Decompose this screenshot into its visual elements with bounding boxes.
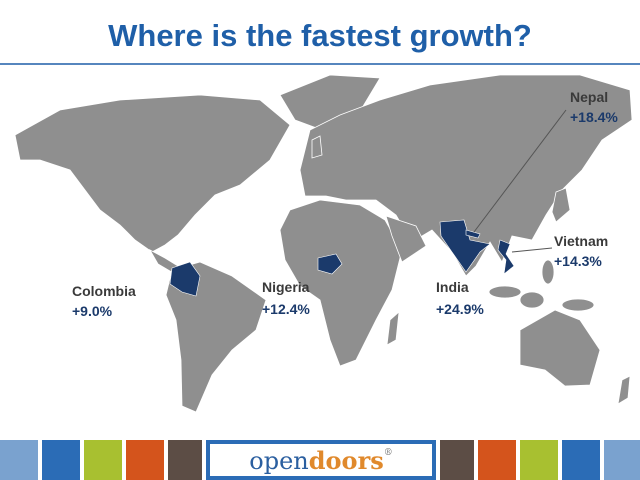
growth-value: +14.3% — [554, 253, 602, 269]
uk — [311, 135, 323, 159]
vietnam — [497, 239, 515, 275]
globe-tile — [604, 440, 640, 480]
color-tile — [168, 440, 202, 480]
south-america — [165, 261, 267, 413]
country-name: Colombia — [72, 283, 136, 299]
north-america — [14, 94, 291, 253]
color-tile — [520, 440, 558, 480]
nigeria — [317, 253, 343, 275]
borneo — [519, 291, 545, 309]
leader-line — [511, 247, 553, 253]
growth-value: +12.4% — [262, 301, 310, 317]
footer-strip: opendoors® — [0, 440, 640, 480]
slide-title: Where is the fastest growth? — [108, 18, 532, 53]
logo-panel — [210, 444, 432, 476]
arabia — [385, 215, 427, 263]
madagascar — [386, 311, 400, 346]
country-name: Vietnam — [554, 233, 608, 249]
sumatra — [488, 285, 522, 299]
eurasia — [299, 74, 633, 277]
africa — [279, 199, 403, 367]
nepal — [465, 229, 481, 239]
logo-doors: doors — [309, 446, 384, 475]
logo-open: open — [249, 447, 308, 475]
color-tile — [126, 440, 164, 480]
country-labels: Nepal +18.4% Vietnam +14.3% Colombia +9.… — [72, 89, 618, 319]
logo: opendoors® — [249, 446, 392, 475]
new-zealand — [617, 375, 631, 405]
color-tile — [478, 440, 516, 480]
color-tile — [562, 440, 600, 480]
country-name: Nigeria — [262, 279, 310, 295]
color-tile — [84, 440, 122, 480]
country-name: India — [436, 279, 469, 295]
japan — [551, 187, 571, 223]
color-tile — [440, 440, 474, 480]
trademark: ® — [384, 448, 393, 458]
leader-line — [473, 109, 567, 233]
country-name: Nepal — [570, 89, 608, 105]
world-map — [14, 74, 633, 413]
growth-value: +24.9% — [436, 301, 484, 317]
india — [439, 219, 491, 273]
new-guinea — [561, 298, 595, 312]
colombia — [169, 261, 201, 297]
australia — [519, 309, 601, 387]
philippines — [541, 259, 555, 285]
color-tile — [42, 440, 80, 480]
growth-value: +18.4% — [570, 109, 618, 125]
globe-tile — [0, 440, 38, 480]
growth-value: +9.0% — [72, 303, 113, 319]
